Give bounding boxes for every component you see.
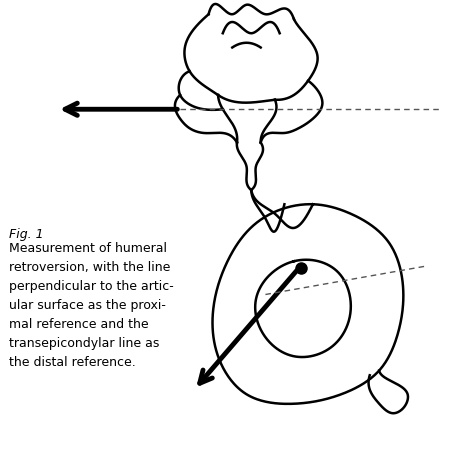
Text: Fig. 1: Fig. 1: [9, 228, 44, 241]
Text: Measurement of humeral
retroversion, with the line
perpendicular to the artic-
u: Measurement of humeral retroversion, wit…: [9, 242, 174, 369]
